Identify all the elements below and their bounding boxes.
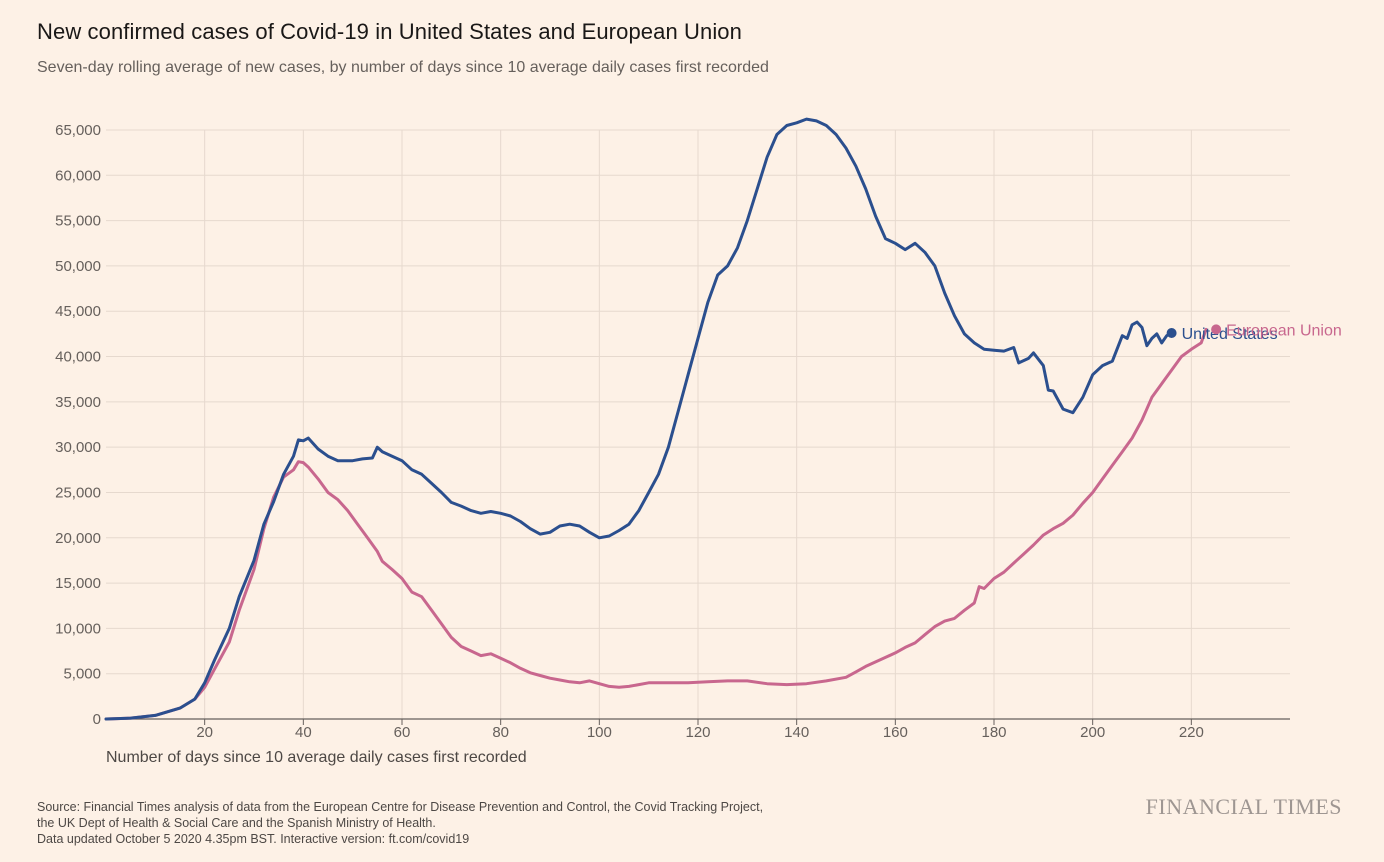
- x-tick-label: 40: [295, 724, 312, 741]
- y-tick-label: 40,000: [55, 349, 101, 366]
- source-line-2: the UK Dept of Health & Social Care and …: [37, 816, 436, 830]
- y-tick-label: 25,000: [55, 484, 101, 501]
- chart-title: New confirmed cases of Covid-19 in Unite…: [37, 19, 742, 44]
- source-line-3: Data updated October 5 2020 4.35pm BST. …: [37, 832, 470, 846]
- y-tick-label: 20,000: [55, 530, 101, 547]
- y-tick-label: 10,000: [55, 620, 101, 637]
- x-tick-label: 220: [1179, 724, 1204, 741]
- y-tick-label: 0: [93, 711, 101, 728]
- x-tick-label: 180: [981, 724, 1006, 741]
- x-tick-label: 140: [784, 724, 809, 741]
- source-note: Source: Financial Times analysis of data…: [37, 799, 763, 847]
- y-tick-label: 50,000: [55, 258, 101, 275]
- chart-subtitle: Seven-day rolling average of new cases, …: [37, 59, 769, 76]
- y-tick-label: 65,000: [55, 122, 101, 139]
- series-label-united-states: United States: [1182, 326, 1278, 343]
- series-label-european-union: European Union: [1226, 322, 1342, 339]
- x-tick-label: 200: [1080, 724, 1105, 741]
- y-tick-label: 55,000: [55, 213, 101, 230]
- y-tick-label: 15,000: [55, 575, 101, 592]
- x-tick-label: 80: [492, 724, 509, 741]
- series-line-european-union: [104, 327, 1208, 721]
- x-tick-label: 120: [685, 724, 710, 741]
- source-line-1: Source: Financial Times analysis of data…: [37, 800, 764, 814]
- series-line-united-states: [104, 117, 1174, 721]
- y-tick-label: 45,000: [55, 303, 101, 320]
- x-tick-label: 160: [883, 724, 908, 741]
- y-tick-label: 30,000: [55, 439, 101, 456]
- brand-logo: FINANCIAL TIMES: [1145, 794, 1342, 819]
- y-tick-label: 60,000: [55, 167, 101, 184]
- x-axis-label: Number of days since 10 average daily ca…: [106, 749, 527, 766]
- series-end-marker-european-union: [1211, 324, 1222, 335]
- y-tick-label: 35,000: [55, 394, 101, 411]
- series-end-marker-united-states: [1166, 327, 1177, 338]
- x-tick-label: 20: [196, 724, 213, 741]
- y-tick-label: 5,000: [63, 666, 101, 683]
- x-tick-label: 100: [587, 724, 612, 741]
- x-tick-label: 60: [394, 724, 411, 741]
